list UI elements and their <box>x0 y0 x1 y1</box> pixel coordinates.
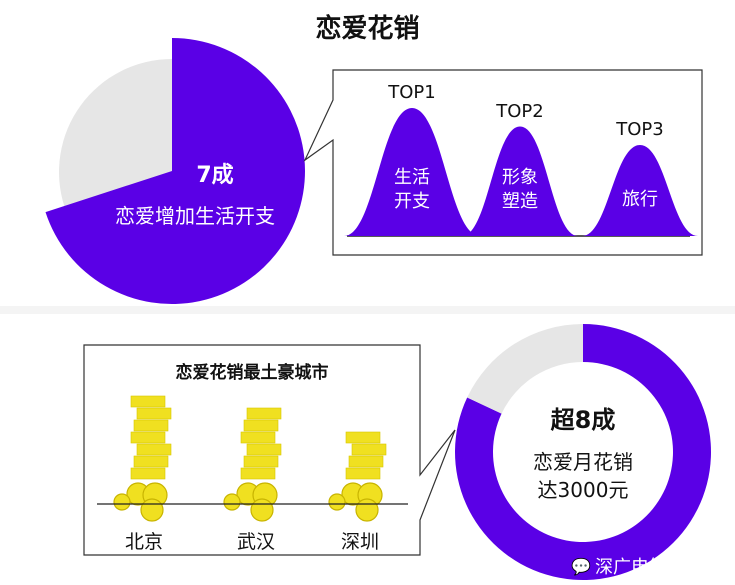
coin-stack-piece <box>133 419 169 432</box>
coin-stack-piece <box>243 419 279 432</box>
bell-category-label: 旅行 <box>622 189 658 210</box>
coin-stack-piece <box>351 443 387 456</box>
bell-rank-label: TOP3 <box>616 119 664 140</box>
coin-stack-piece <box>345 467 381 480</box>
coin-stack-piece <box>133 455 169 468</box>
section-divider <box>0 306 735 314</box>
city-label: 北京 <box>124 531 163 553</box>
donut-label-line1: 恋爱月花销 <box>533 450 633 474</box>
bell-rank-label: TOP2 <box>496 100 544 122</box>
coin-stack-piece <box>246 407 282 420</box>
watermark-text: 深广电第一现场 <box>595 557 721 578</box>
bell-category-label: 生活 开支 <box>394 167 430 212</box>
donut-value: 超8成 <box>550 406 616 434</box>
coin-stack-piece <box>130 467 166 480</box>
coin-icon <box>355 498 379 522</box>
coin-stack-piece <box>240 467 276 480</box>
donut-slice-main <box>455 324 711 580</box>
coin-icon <box>250 498 274 522</box>
coin-stack-piece <box>345 431 381 444</box>
coin-stack-piece <box>130 431 166 444</box>
bell-category-label: 形象 塑造 <box>502 167 538 212</box>
pie1-slice-rest <box>58 59 172 207</box>
coin-icon <box>223 493 241 511</box>
city-label: 深圳 <box>340 531 379 553</box>
city-box-title: 恋爱花销最土豪城市 <box>175 363 329 383</box>
coin-stack-piece <box>130 395 166 408</box>
donut-slice-rest <box>467 324 583 414</box>
coin-stack-piece <box>348 455 384 468</box>
pie1-slice-main <box>45 38 305 304</box>
bell-top3 <box>582 145 698 236</box>
coin-icon <box>328 493 346 511</box>
donut-label-line2: 达3000元 <box>537 478 629 502</box>
coin-icon <box>113 493 131 511</box>
pie1-value: 7成 <box>196 163 234 188</box>
bell-rank-label: TOP1 <box>388 82 436 103</box>
coin-stack-piece <box>243 455 279 468</box>
page-title: 恋爱花销 <box>315 14 420 44</box>
wechat-icon: 💬 <box>571 556 591 576</box>
coin-stack-piece <box>136 443 172 456</box>
coin-stack-piece <box>246 443 282 456</box>
watermark: 💬 深广电第一现场 <box>571 553 721 579</box>
coin-stack-piece <box>136 407 172 420</box>
coin-icon <box>140 498 164 522</box>
city-label: 武汉 <box>236 531 275 553</box>
coin-stack-piece <box>240 431 276 444</box>
pie1-label: 恋爱增加生活开支 <box>115 204 275 228</box>
bell-top2 <box>462 126 578 236</box>
bell-top1 <box>344 108 480 236</box>
